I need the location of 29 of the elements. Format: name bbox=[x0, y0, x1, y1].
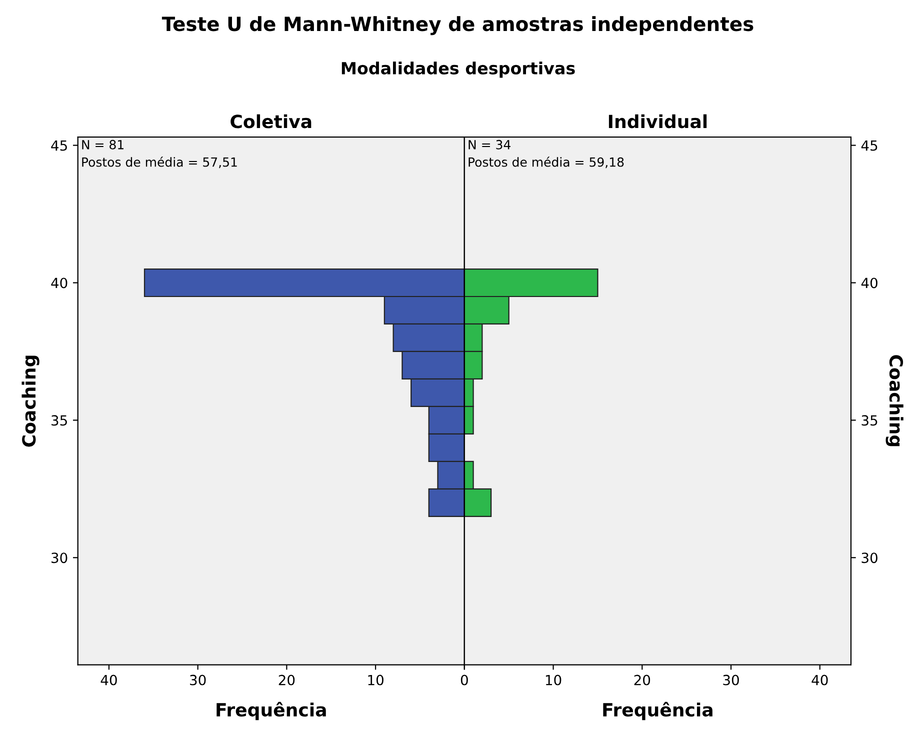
y-tick-label: 45 bbox=[861, 140, 878, 151]
y-tick-label: 35 bbox=[862, 415, 878, 426]
annotation: N = 34 bbox=[468, 140, 510, 150]
y-axis-title: Coaching bbox=[886, 355, 904, 446]
text: Individual bbox=[608, 114, 707, 128]
y-tick-label: 30 bbox=[862, 552, 878, 564]
x-tick-label: 40 bbox=[100, 674, 117, 686]
x-tick-label: 20 bbox=[278, 674, 295, 686]
y-tick-label: 45 bbox=[51, 140, 67, 151]
y-tick-label: 35 bbox=[52, 415, 67, 426]
y-tick-label: 40 bbox=[51, 278, 68, 288]
x-tick-label: 20 bbox=[634, 674, 650, 686]
annotation: Postos de média = 57,51 bbox=[82, 156, 237, 168]
x-tick-label: 0 bbox=[460, 674, 468, 686]
y-tick-label: 30 bbox=[52, 552, 68, 564]
y-tick-label: 40 bbox=[861, 278, 878, 288]
x-axis-title: Frequência bbox=[216, 702, 326, 720]
annotation: Postos de média = 59,18 bbox=[468, 156, 624, 168]
x-axis-title: Frequência bbox=[603, 702, 712, 720]
x-tick-label: 30 bbox=[190, 674, 206, 686]
x-tick-label: 10 bbox=[368, 674, 384, 686]
x-tick-label: 30 bbox=[723, 674, 739, 686]
annotation: N = 81 bbox=[82, 140, 124, 150]
x-tick-label: 40 bbox=[812, 674, 828, 686]
x-tick-label: 10 bbox=[546, 674, 562, 686]
text: Coletiva bbox=[230, 114, 312, 128]
chart-subtitle: Modalidades desportivas bbox=[342, 62, 575, 78]
chart-title: Teste U de Mann-Whitney de amostras independentes bbox=[162, 16, 754, 36]
y-axis-title: Coaching bbox=[22, 356, 40, 447]
